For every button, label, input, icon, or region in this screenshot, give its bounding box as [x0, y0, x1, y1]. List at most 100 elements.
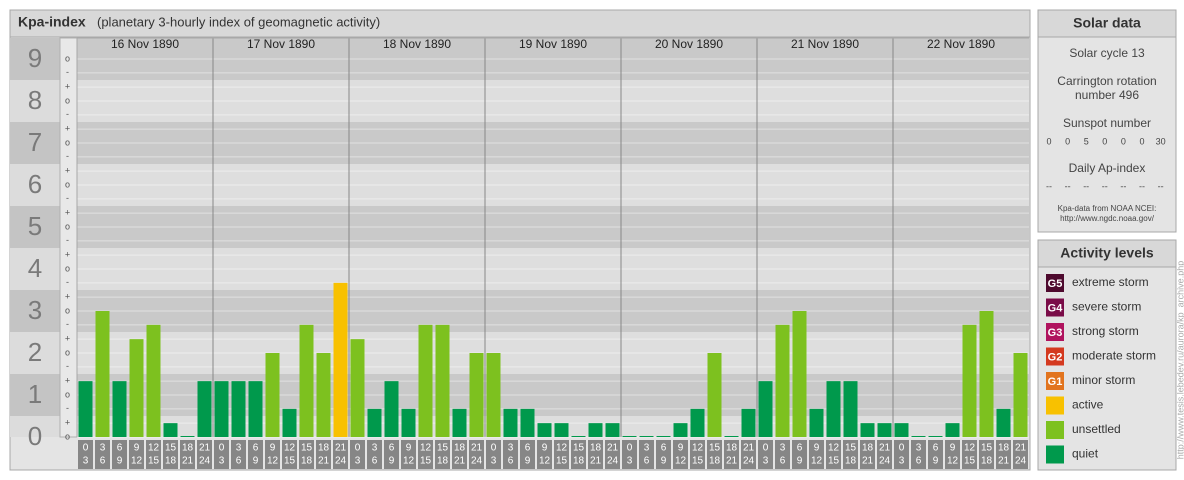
bar [435, 324, 450, 437]
bar [707, 353, 722, 437]
period-from: 3 [508, 443, 514, 454]
period-to: 3 [763, 456, 769, 467]
sunspot-value: 0 [1139, 136, 1144, 146]
source: Kpa-data from NOAA NCEI: [1058, 204, 1157, 213]
period-to: 21 [862, 456, 874, 467]
bar [945, 423, 960, 437]
period-to: 9 [661, 456, 667, 467]
bar [401, 408, 416, 437]
period-from: 9 [678, 443, 684, 454]
minor-tick-label: - [66, 319, 69, 329]
day-label: 19 Nov 1890 [519, 37, 587, 51]
bar [367, 408, 382, 437]
legend-swatch [1046, 298, 1064, 317]
period-to: 9 [933, 456, 939, 467]
legend-swatch [1046, 347, 1064, 366]
legend-swatch [1046, 372, 1064, 390]
period-cell [214, 440, 229, 469]
minor-tick-label: + [65, 334, 70, 344]
period-from: 6 [661, 443, 667, 454]
y-label-cell [10, 374, 60, 416]
minor-tick-label: + [65, 376, 70, 386]
period-cell [163, 440, 178, 469]
bar [452, 408, 467, 437]
period-to: 24 [607, 456, 619, 467]
period-to: 3 [491, 456, 497, 467]
ap-value: -- [1158, 181, 1164, 191]
period-from: 0 [83, 443, 89, 454]
period-to: 12 [131, 456, 143, 467]
period-to: 12 [811, 456, 823, 467]
period-cell [384, 440, 399, 469]
period-from: 0 [491, 443, 497, 454]
legend-swatch [1046, 396, 1064, 415]
period-cell [350, 440, 365, 469]
minor-tick-label: - [66, 109, 69, 119]
bar [163, 423, 178, 437]
minor-tick-label: o [65, 263, 70, 273]
period-cell [469, 440, 484, 469]
period-to: 21 [998, 456, 1010, 467]
period-to: 12 [539, 456, 551, 467]
period-to: 15 [284, 456, 296, 467]
day-label: 21 Nov 1890 [791, 37, 859, 51]
period-from: 12 [964, 443, 976, 454]
period-to: 24 [1015, 456, 1027, 467]
period-from: 3 [100, 443, 106, 454]
sunspot-value: 0 [1102, 136, 1107, 146]
period-to: 12 [403, 456, 415, 467]
bar [384, 381, 399, 437]
period-from: 12 [556, 443, 568, 454]
period-from: 15 [165, 443, 177, 454]
period-to: 24 [879, 456, 891, 467]
minor-tick-label: + [65, 208, 70, 218]
period-to: 12 [675, 456, 687, 467]
period-to: 18 [845, 456, 857, 467]
bar [95, 311, 110, 437]
bar [758, 381, 773, 437]
period-cell [588, 440, 603, 469]
period-to: 21 [590, 456, 602, 467]
period-from: 15 [301, 443, 313, 454]
bar [537, 423, 552, 437]
period-cell [996, 440, 1011, 469]
day-label: 20 Nov 1890 [655, 37, 723, 51]
period-to: 9 [117, 456, 123, 467]
period-from: 0 [763, 443, 769, 454]
day-label: 17 Nov 1890 [247, 37, 315, 51]
minor-tick-label: + [65, 124, 70, 134]
period-from: 21 [335, 443, 347, 454]
period-cell [622, 440, 637, 469]
period-to: 24 [471, 456, 483, 467]
sunspot-title: Sunspot number [1063, 116, 1151, 130]
period-cell [231, 440, 246, 469]
y-tick-label: 1 [28, 379, 42, 409]
bar [605, 423, 620, 437]
period-cell [1013, 440, 1028, 469]
bar [741, 408, 756, 437]
period-cell [129, 440, 144, 469]
y-tick-label: 8 [28, 85, 42, 115]
period-to: 15 [148, 456, 160, 467]
minor-tick-label: - [66, 151, 69, 161]
source: http://www.ngdc.noaa.gov/ [1060, 214, 1155, 223]
bar [520, 408, 535, 437]
period-cell [282, 440, 297, 469]
period-cell [605, 440, 620, 469]
bar [860, 423, 875, 437]
period-to: 18 [709, 456, 721, 467]
minor-tick-label: + [65, 82, 70, 92]
minor-tick-label: o [65, 137, 70, 147]
period-cell [826, 440, 841, 469]
legend-swatch [1046, 323, 1064, 341]
period-to: 15 [556, 456, 568, 467]
period-to: 3 [899, 456, 905, 467]
bar [299, 324, 314, 437]
period-cell [809, 440, 824, 469]
period-cell [112, 440, 127, 469]
period-cell [928, 440, 943, 469]
y-label-cell [10, 164, 60, 206]
bar [554, 423, 569, 437]
period-to: 3 [83, 456, 89, 467]
